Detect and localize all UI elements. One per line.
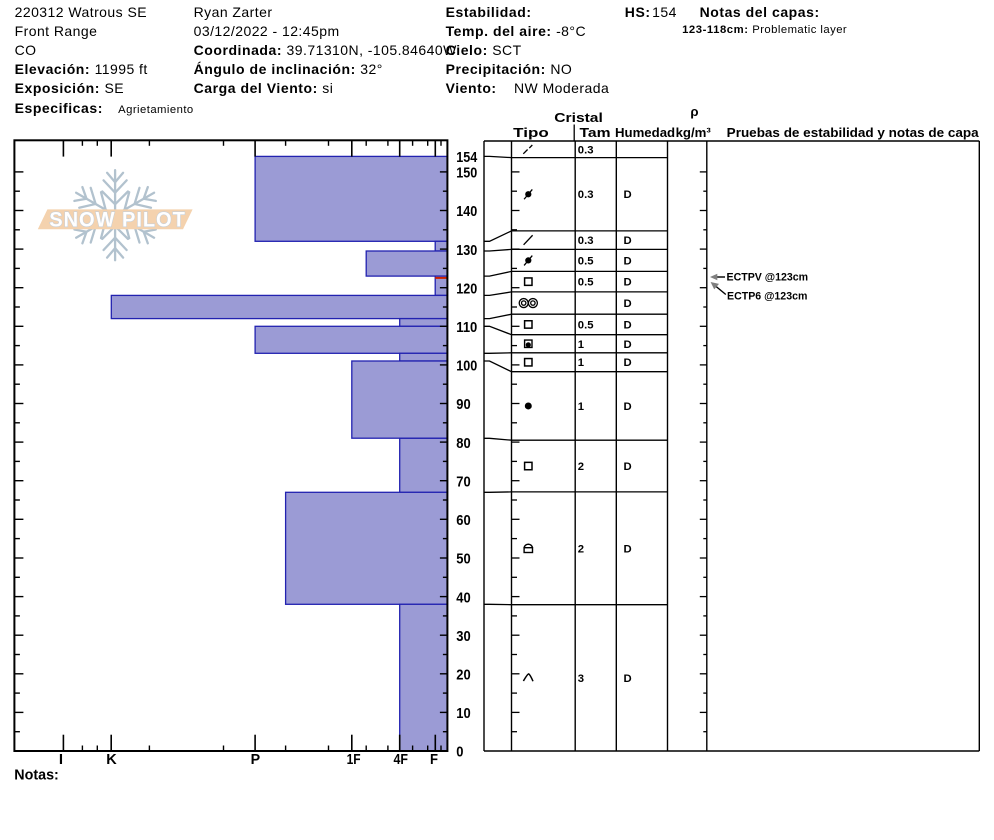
- svg-text:D: D: [624, 543, 632, 555]
- svg-text:90: 90: [456, 396, 470, 413]
- svg-text:D: D: [624, 298, 632, 310]
- svg-text:154: 154: [456, 149, 478, 166]
- svg-text:Pruebas de estabilidad y notas: Pruebas de estabilidad y notas de capa: [727, 125, 980, 140]
- svg-text:I: I: [59, 751, 63, 768]
- svg-text:0.5: 0.5: [578, 255, 594, 267]
- svg-text:D: D: [624, 401, 632, 413]
- svg-text:2: 2: [578, 461, 584, 473]
- svg-text:kg/m³: kg/m³: [676, 125, 712, 140]
- svg-text:150: 150: [456, 165, 477, 182]
- svg-text:70: 70: [456, 473, 470, 490]
- svg-text:30: 30: [456, 628, 470, 645]
- svg-text:Tam: Tam: [580, 125, 611, 140]
- svg-text:ECTPV @123cm: ECTPV @123cm: [727, 271, 809, 283]
- svg-text:P: P: [251, 751, 261, 768]
- svg-text:20: 20: [456, 667, 470, 684]
- svg-text:D: D: [624, 235, 632, 247]
- svg-text:80: 80: [456, 435, 470, 452]
- svg-text:F: F: [430, 751, 438, 768]
- svg-text:0.5: 0.5: [578, 277, 594, 289]
- svg-text:1: 1: [578, 357, 584, 369]
- svg-text:130: 130: [456, 242, 477, 259]
- svg-text:D: D: [624, 339, 632, 351]
- svg-text:0.5: 0.5: [578, 319, 594, 331]
- svg-text:ρ: ρ: [690, 104, 698, 119]
- svg-text:2: 2: [578, 543, 584, 555]
- svg-text:50: 50: [456, 551, 470, 568]
- svg-text:0: 0: [456, 744, 463, 761]
- svg-text:60: 60: [456, 512, 470, 529]
- svg-text:Notas:: Notas:: [14, 767, 59, 784]
- svg-text:40: 40: [456, 589, 470, 606]
- svg-text:0.3: 0.3: [578, 235, 594, 247]
- svg-text:SNOW PILOT: SNOW PILOT: [49, 209, 186, 232]
- svg-text:D: D: [624, 255, 632, 267]
- svg-text:10: 10: [456, 705, 470, 722]
- svg-text:100: 100: [456, 358, 477, 375]
- svg-text:ECTP6 @123cm: ECTP6 @123cm: [727, 290, 807, 302]
- svg-text:D: D: [624, 319, 632, 331]
- svg-text:0.3: 0.3: [578, 189, 594, 201]
- svg-text:D: D: [624, 673, 632, 685]
- svg-text:D: D: [624, 277, 632, 289]
- svg-text:3: 3: [578, 673, 584, 685]
- svg-text:D: D: [624, 461, 632, 473]
- svg-text:0.3: 0.3: [578, 144, 594, 156]
- svg-text:1: 1: [578, 401, 584, 413]
- svg-text:Tipo: Tipo: [513, 125, 549, 140]
- svg-text:4F: 4F: [393, 751, 408, 768]
- svg-text:Cristal: Cristal: [554, 110, 603, 125]
- svg-text:1F: 1F: [347, 751, 361, 768]
- svg-text:D: D: [624, 357, 632, 369]
- svg-text:D: D: [624, 189, 632, 201]
- svg-text:1: 1: [578, 339, 584, 351]
- svg-text:110: 110: [456, 319, 477, 336]
- svg-text:K: K: [106, 751, 117, 768]
- svg-text:120: 120: [456, 280, 477, 297]
- svg-text:Humedad: Humedad: [615, 125, 675, 140]
- svg-text:140: 140: [456, 203, 477, 220]
